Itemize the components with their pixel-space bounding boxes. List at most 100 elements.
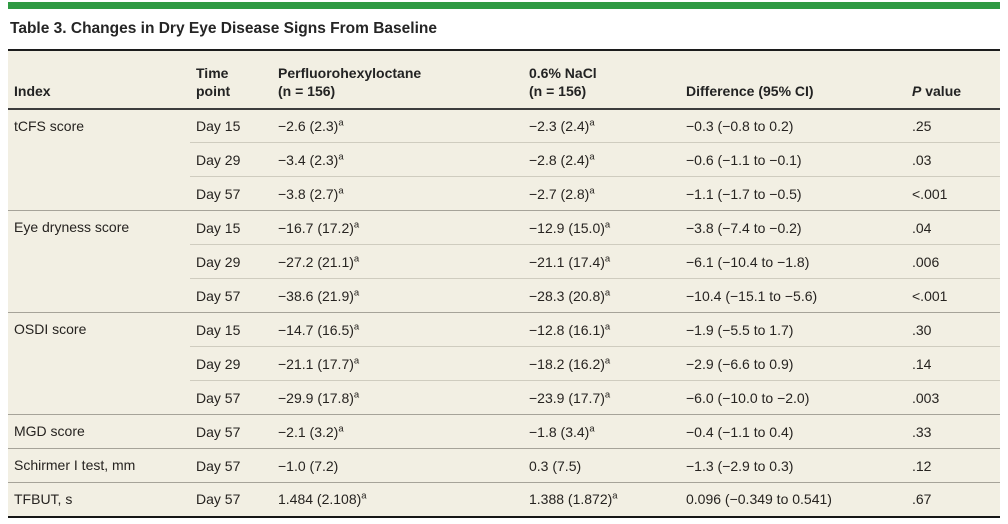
footnote-marker: a (604, 354, 611, 366)
index-cell: Eye dryness score (8, 210, 190, 313)
header-row: Index Time point Perfluorohexyloctane (n… (8, 50, 1000, 110)
perfluorohexyloctane-cell: 1.484 (2.108)a (272, 482, 523, 518)
pvalue-cell: <.001 (906, 176, 1000, 211)
index-cell: Schirmer I test, mm (8, 448, 190, 483)
table-row: MGD score Day 57 −2.1 (3.2)a −1.8 (3.4)a −0.… (8, 414, 1000, 449)
footnote-marker: a (338, 117, 344, 129)
perfluorohexyloctane-cell: −2.6 (2.3)a (278, 117, 344, 134)
data-table: Index Time point Perfluorohexyloctane (n… (8, 50, 1000, 518)
col-header-difference: Difference (95% CI) (680, 50, 906, 110)
table-row: Day 57 −29.9 (17.8)a −23.9 (17.7)a −6.0 (−1… (8, 380, 1000, 415)
table-row: OSDI score Day 15 −14.7 (16.5)a −12.8 (16.1… (8, 312, 1000, 415)
difference-cell: −6.1 (−10.4 to −1.8) (680, 244, 906, 279)
difference-cell: −0.3 (−0.8 to 0.2) (686, 117, 794, 134)
table-row: Day 57 −3.8 (2.7)a −2.7 (2.8)a −1.1 (−1.7 t… (8, 176, 1000, 211)
col-header-nacl-line2: (n = 156) (529, 83, 587, 100)
col-header-pvalue-p: P (912, 83, 922, 100)
timepoint-cell: Day 57 (190, 448, 272, 483)
col-header-timepoint-line1: Time (196, 65, 229, 82)
footnote-marker: a (589, 184, 595, 196)
difference-cell: 0.096 (−0.349 to 0.541) (680, 482, 906, 518)
pvalue-cell: .14 (906, 346, 1000, 381)
perfluorohexyloctane-cell: −16.7 (17.2)a (272, 210, 523, 245)
difference-cell: −1.3 (−2.9 to 0.3) (680, 448, 906, 483)
table-title: Table 3. Changes in Dry Eye Disease Sign… (10, 20, 437, 37)
col-header-nacl: 0.6% NaCl (n = 156) (523, 50, 680, 110)
footnote-marker: a (604, 252, 611, 264)
difference-cell: −1.1 (−1.7 to −0.5) (680, 176, 906, 211)
pvalue-cell: .33 (906, 414, 1000, 449)
nacl-cell: −2.3 (2.4)a (529, 117, 595, 134)
footnote-marker: a (353, 286, 360, 298)
table-row: Day 29 −21.1 (17.7)a −18.2 (16.2)a −2.9 (−6… (8, 346, 1000, 381)
nacl-cell: −18.2 (16.2)a (523, 346, 680, 381)
footnote-marker: a (604, 286, 611, 298)
table-body: tCFS score Day 15 −2.6 (2.3)a −2.3 (2.4)a −0… (8, 109, 1000, 518)
perfluorohexyloctane-cell: −2.1 (3.2)a (272, 414, 523, 449)
nacl-cell: −12.9 (15.0)a (523, 210, 680, 245)
difference-cell: −3.8 (−7.4 to −0.2) (680, 210, 906, 245)
difference-cell: −10.4 (−15.1 to −5.6) (680, 278, 906, 313)
timepoint-cell: Day 57 (190, 278, 272, 313)
footnote-marker: a (604, 320, 611, 332)
timepoint-cell: Day 15 (196, 117, 241, 134)
perfluorohexyloctane-cell: −29.9 (17.8)a (272, 380, 523, 415)
footnote-marker: a (353, 388, 360, 400)
col-header-timepoint-line2: point (196, 83, 231, 100)
difference-cell: −0.6 (−1.1 to −0.1) (680, 142, 906, 177)
perfluorohexyloctane-cell: −3.4 (2.3)a (272, 142, 523, 177)
timepoint-cell: Day 15 (190, 210, 272, 245)
table-row: Day 29 −3.4 (2.3)a −2.8 (2.4)a −0.6 (−1.1 t… (8, 142, 1000, 177)
nacl-cell: −1.8 (3.4)a (523, 414, 680, 449)
nacl-cell: −2.7 (2.8)a (523, 176, 680, 211)
pvalue-cell: .12 (906, 448, 1000, 483)
nacl-cell: −12.8 (16.1)a (523, 312, 680, 347)
difference-cell: −6.0 (−10.0 to −2.0) (680, 380, 906, 415)
timepoint-cell: Day 29 (190, 142, 272, 177)
nacl-cell: −28.3 (20.8)a (523, 278, 680, 313)
pvalue-cell: .67 (906, 482, 1000, 518)
nacl-cell: −23.9 (17.7)a (523, 380, 680, 415)
pvalue-cell: .25 (912, 117, 932, 134)
footnote-marker: a (589, 150, 595, 162)
index-cell: TFBUT, s (8, 482, 190, 518)
footnote-marker: a (612, 490, 618, 502)
table-row: Eye dryness score Day 15 −16.7 (17.2)a −12.… (8, 210, 1000, 313)
table-row: Schirmer I test, mm Day 57 −1.0 (7.2) 0.3 (… (8, 448, 1000, 483)
nacl-cell: −2.8 (2.4)a (523, 142, 680, 177)
footnote-marker: a (353, 218, 360, 230)
col-header-pfho-line1: Perfluorohexyloctane (278, 65, 422, 82)
accent-bar (8, 2, 1000, 9)
perfluorohexyloctane-cell: −21.1 (17.7)a (272, 346, 523, 381)
timepoint-cell: Day 57 (190, 482, 272, 518)
col-header-pfho-line2: (n = 156) (278, 83, 336, 100)
pvalue-cell: .03 (906, 142, 1000, 177)
col-header-timepoint: Time point (190, 50, 272, 110)
table-row: Day 57 −38.6 (21.9)a −28.3 (20.8)a −10.4 (−… (8, 278, 1000, 313)
perfluorohexyloctane-cell: −38.6 (21.9)a (272, 278, 523, 313)
table-row: TFBUT, s Day 57 1.484 (2.108)a 1.388 (1.872… (8, 482, 1000, 518)
index-cell: OSDI score (8, 312, 190, 415)
timepoint-cell: Day 57 (190, 380, 272, 415)
col-header-difference-label: Difference (95% CI) (686, 83, 814, 100)
nacl-cell: 0.3 (7.5) (523, 448, 680, 483)
footnote-marker: a (589, 117, 595, 129)
col-header-nacl-line1: 0.6% NaCl (529, 65, 597, 82)
difference-cell: −0.4 (−1.1 to 0.4) (680, 414, 906, 449)
index-cell: MGD score (8, 414, 190, 449)
pvalue-cell: <.001 (906, 278, 1000, 313)
footnote-marker: a (589, 422, 595, 434)
timepoint-cell: Day 29 (190, 244, 272, 279)
col-header-index: Index (8, 50, 190, 110)
footnote-marker: a (353, 252, 360, 264)
perfluorohexyloctane-cell: −1.0 (7.2) (272, 448, 523, 483)
difference-cell: −1.9 (−5.5 to 1.7) (680, 312, 906, 347)
nacl-cell: −21.1 (17.4)a (523, 244, 680, 279)
table-row: tCFS score Day 15 −2.6 (2.3)a −2.3 (2.4)a −0… (8, 109, 1000, 143)
perfluorohexyloctane-cell: −27.2 (21.1)a (272, 244, 523, 279)
pvalue-cell: .04 (906, 210, 1000, 245)
col-header-pvalue: P value (906, 50, 1000, 110)
timepoint-cell: Day 29 (190, 346, 272, 381)
col-header-index-label: Index (14, 83, 51, 100)
